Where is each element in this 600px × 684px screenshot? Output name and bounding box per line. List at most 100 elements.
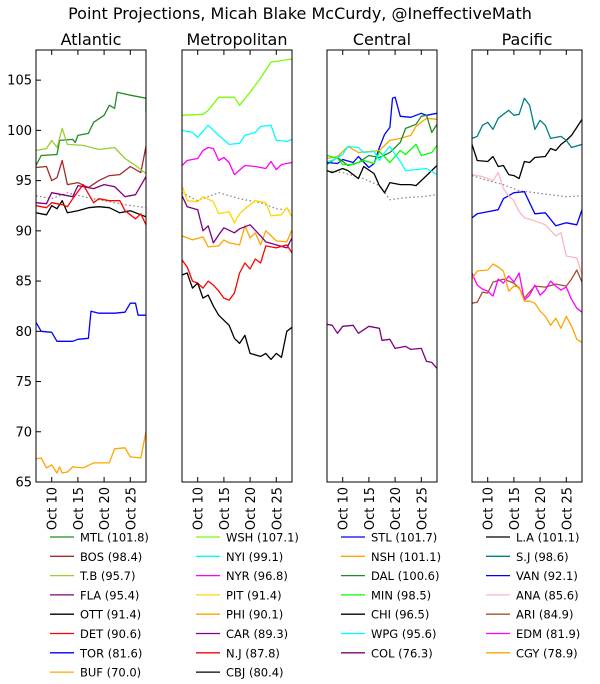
plot-frame [326, 49, 438, 483]
legend-label: WPG (95.6) [371, 627, 436, 641]
series-line-pit [182, 185, 292, 224]
legend-label: BOS (98.4) [80, 550, 142, 564]
legend-label: DAL (100.6) [371, 569, 439, 583]
series-line-cgy [472, 263, 582, 343]
series-line-wsh [182, 58, 292, 116]
y-tick-label: 95 [15, 174, 32, 189]
x-tick-label: Oct 15 [218, 487, 233, 530]
series-line-det [36, 183, 146, 226]
x-tick-label: Oct 25 [560, 487, 575, 530]
series-line-tor [36, 302, 146, 342]
x-tick-label: Oct 10 [192, 487, 207, 530]
x-tick-label: Oct 20 [534, 487, 549, 530]
y-tick-label: 65 [15, 476, 32, 491]
average-line [182, 192, 292, 212]
legend-label: FLA (95.4) [80, 588, 139, 602]
legend-label: NSH (101.1) [371, 550, 441, 564]
legend-label: BUF (70.0) [80, 666, 141, 680]
panel-title: Pacific [502, 30, 553, 49]
legend-label: PIT (91.4) [226, 588, 282, 602]
legend-label: MTL (101.8) [80, 531, 149, 545]
x-tick-label: Oct 25 [270, 487, 285, 530]
legend-label: CBJ (80.4) [226, 666, 284, 680]
legend-label: N.J (87.8) [226, 646, 280, 660]
x-tick-label: Oct 15 [72, 487, 87, 530]
panel-title: Atlantic [61, 30, 122, 49]
legend-label: NYI (99.1) [226, 550, 283, 564]
x-tick-label: Oct 20 [98, 487, 113, 530]
series-line-phi [182, 225, 292, 248]
x-tick-label: Oct 10 [337, 487, 352, 530]
legend-label: PHI (90.1) [226, 608, 283, 622]
legend-label: TOR (81.6) [79, 646, 142, 660]
x-tick-label: Oct 25 [415, 487, 430, 530]
legend-label: ARI (84.9) [516, 608, 573, 622]
legend-label: VAN (92.1) [516, 569, 578, 583]
plot-frame [471, 49, 583, 483]
series-line-col [327, 323, 437, 369]
legend-label: NYR (96.8) [226, 569, 288, 583]
y-tick-label: 75 [15, 375, 32, 390]
series-line-van [472, 191, 582, 227]
legend-label: COL (76.3) [371, 646, 433, 660]
legend-label: OTT (91.4) [80, 608, 141, 622]
average-line [327, 170, 437, 201]
legend-label: WSH (107.1) [226, 531, 299, 545]
series-line-nj [182, 244, 292, 301]
series-line-wpg [327, 145, 437, 176]
series-line-stl [327, 96, 437, 169]
x-tick-label: Oct 15 [508, 487, 523, 530]
legend-label: CAR (89.3) [226, 627, 288, 641]
average-line [36, 192, 146, 209]
y-tick-label: 100 [7, 124, 32, 139]
series-line-ott [36, 200, 146, 218]
legend-label: ANA (85.6) [516, 588, 579, 602]
panel-title: Metropolitan [187, 30, 288, 49]
x-tick-label: Oct 15 [363, 487, 378, 530]
legend-label: L.A (101.1) [516, 531, 579, 545]
legend-label: DET (90.6) [80, 627, 141, 641]
y-tick-label: 90 [15, 224, 32, 239]
x-tick-label: Oct 20 [244, 487, 259, 530]
y-tick-label: 80 [15, 325, 32, 340]
series-line-buf [36, 431, 146, 474]
series-line-fla [36, 176, 146, 205]
panel-pacific: Pacific Oct 10 Oct 15 Oct 20 Oct 25L.A (101.… [471, 30, 583, 660]
series-line-sj [472, 97, 582, 149]
average-line [472, 175, 582, 198]
series-line-mtl [36, 91, 146, 166]
series-line-edm [472, 272, 582, 313]
legend-label: MIN (98.5) [371, 588, 431, 602]
chart-title: Point Projections, Micah Blake McCurdy, … [68, 4, 532, 23]
series-line-min [327, 143, 437, 166]
legend-label: S.J (98.6) [516, 550, 569, 564]
x-tick-label: Oct 10 [46, 487, 61, 530]
legend-label: CHI (96.5) [371, 608, 429, 622]
y-tick-label: 85 [15, 275, 32, 290]
y-tick-label: 70 [15, 425, 32, 440]
series-line-la [472, 118, 582, 180]
series-line-chi [327, 165, 437, 194]
x-tick-label: Oct 10 [482, 487, 497, 530]
x-tick-label: Oct 25 [124, 487, 139, 530]
series-line-tb [36, 127, 146, 175]
series-line-nyi [182, 124, 292, 146]
x-tick-label: Oct 20 [389, 487, 404, 530]
series-line-car [182, 195, 292, 249]
legend-label: EDM (81.9) [516, 627, 580, 641]
panel-atlantic: Atlantic 65 70 75 80 85 90 95 100 105 Oct 10 Oct 15… [7, 30, 149, 680]
series-line-bos [36, 146, 146, 189]
legend-label: STL (101.7) [371, 531, 437, 545]
legend-label: CGY (78.9) [516, 646, 578, 660]
plot-frame [35, 49, 147, 483]
series-line-nyr [182, 146, 292, 176]
plot-frame [181, 49, 293, 483]
panel-title: Central [353, 30, 411, 49]
legend-label: T.B (95.7) [79, 569, 135, 583]
series-line-cbj [182, 272, 292, 361]
series-line-ana [472, 171, 582, 276]
panel-metropolitan: Metropolitan Oct 10 Oct 15 Oct 20 Oct 25WSH … [181, 30, 299, 680]
y-tick-label: 105 [7, 74, 32, 89]
